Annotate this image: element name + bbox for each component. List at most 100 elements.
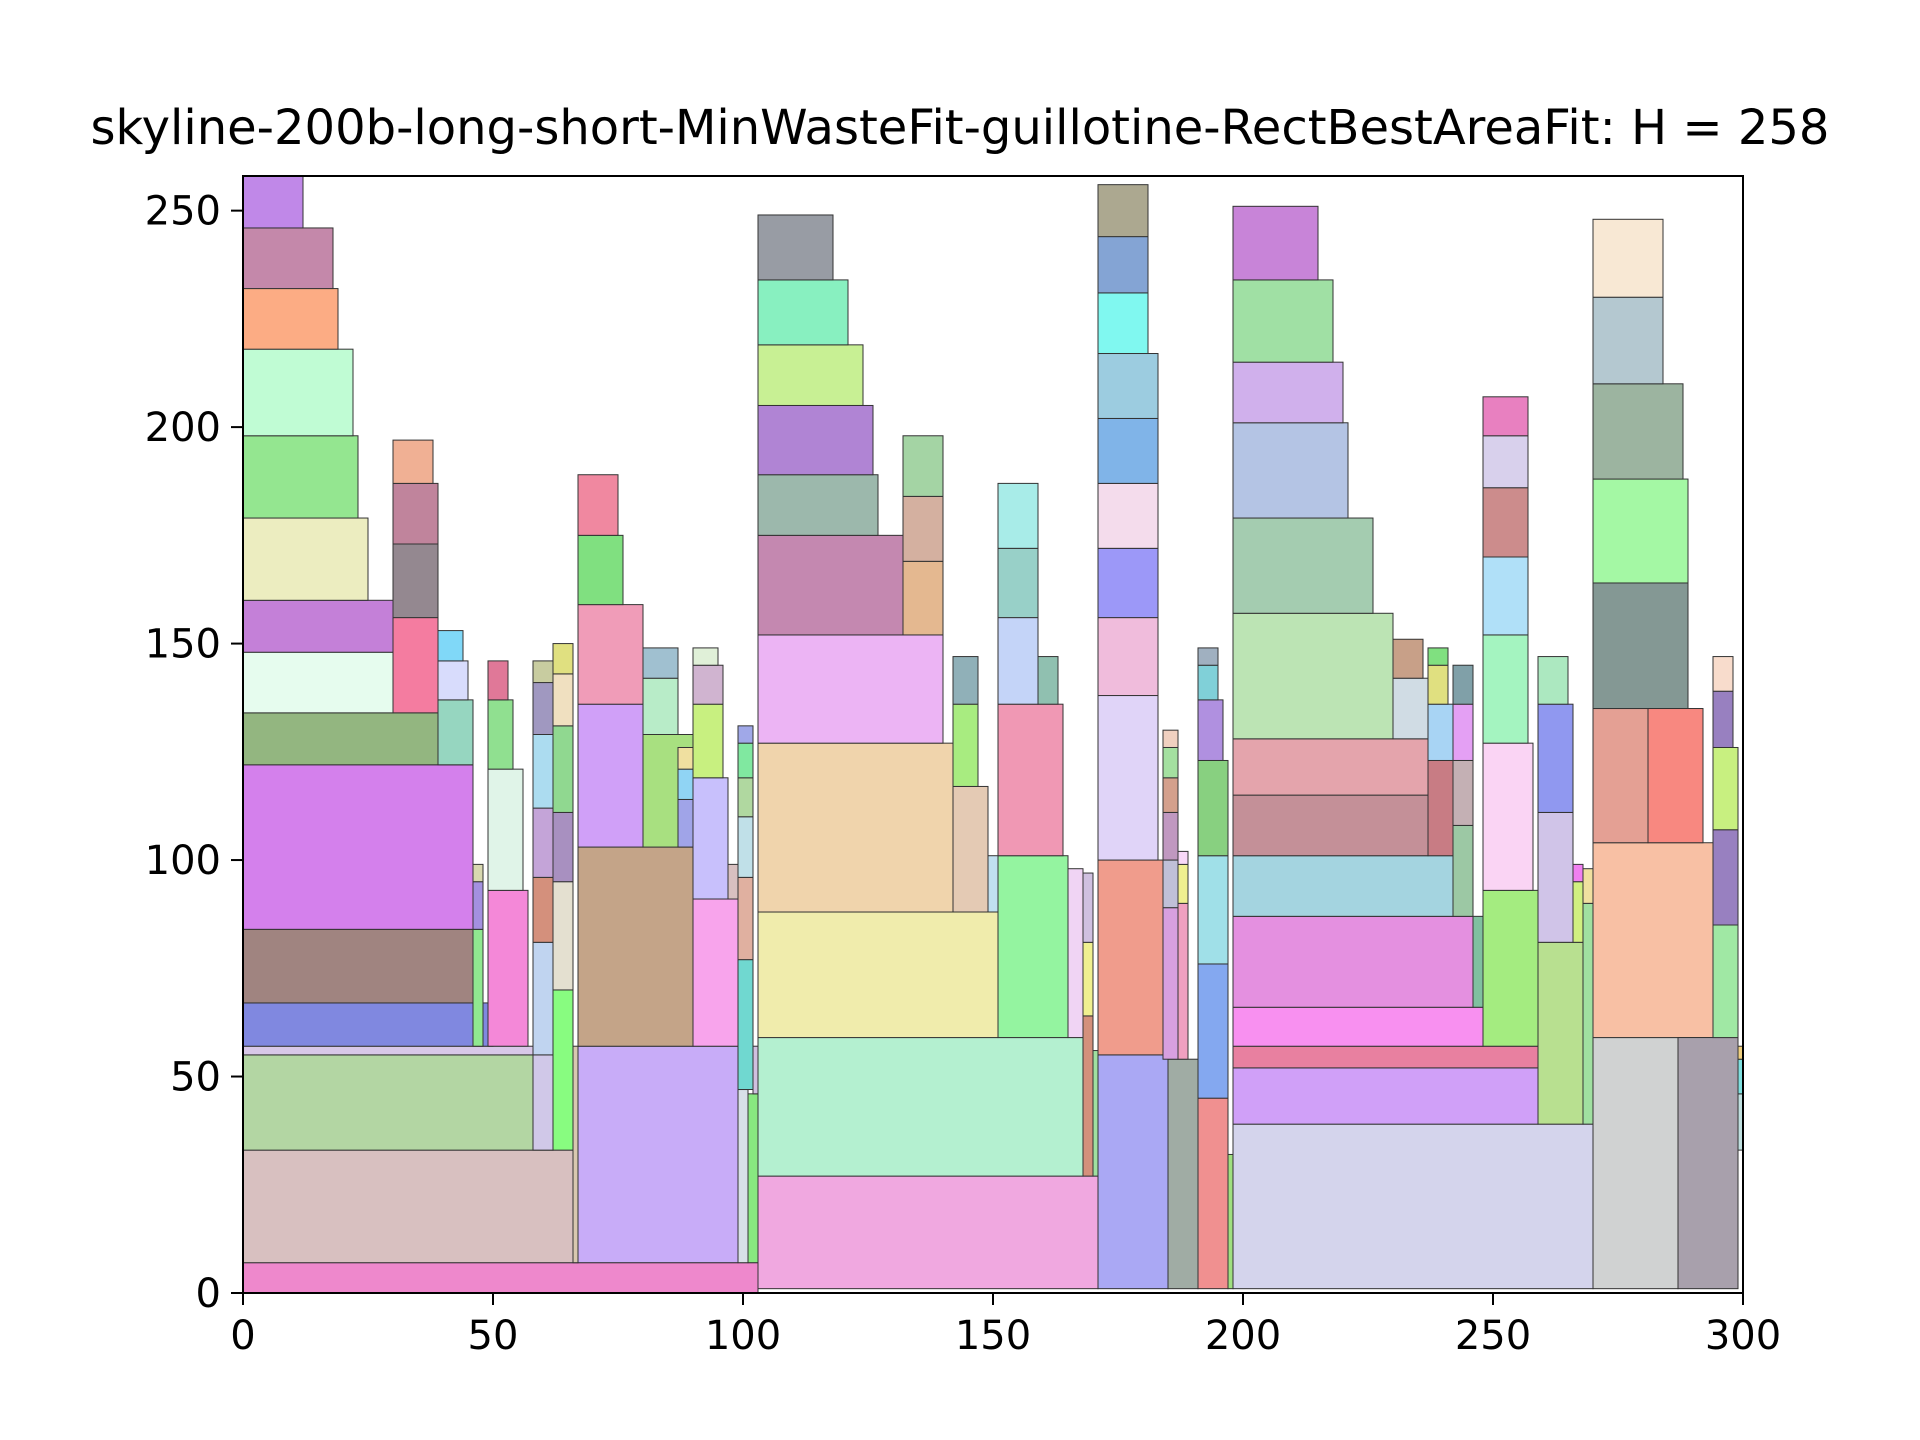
packed-rect (677, 746, 694, 770)
packed-rect (1452, 824, 1474, 917)
packed-rect (1537, 941, 1584, 1125)
packed-rect (902, 435, 944, 497)
packed-rect (532, 1054, 554, 1151)
y-tick-label: 250 (145, 189, 221, 235)
packed-rect (1232, 915, 1474, 1008)
packed-rect (487, 889, 529, 1047)
packed-rect (1082, 872, 1094, 943)
packed-rect (1592, 1037, 1679, 1290)
packed-rect (577, 474, 619, 536)
packed-rect (1232, 794, 1429, 857)
packed-rect (1177, 850, 1189, 865)
packed-rect (997, 547, 1039, 619)
packed-rect (552, 811, 574, 883)
packed-rect (737, 742, 754, 779)
packed-rect (1162, 777, 1179, 813)
packed-rect (1097, 184, 1149, 238)
packed-rect (242, 928, 479, 1004)
packed-rect (757, 634, 944, 744)
packed-rect (1232, 738, 1429, 796)
packed-rect (737, 876, 754, 961)
packed-rect (552, 643, 574, 675)
packed-rect (1092, 1050, 1099, 1177)
packed-rect (987, 855, 999, 913)
packed-rect (997, 482, 1039, 549)
packed-rect (487, 660, 509, 701)
packed-rect (1197, 759, 1229, 857)
packed-rect (902, 495, 944, 562)
x-tick-label: 300 (1705, 1313, 1781, 1359)
packed-rect (552, 673, 574, 727)
packed-rect (1177, 902, 1189, 1060)
packed-rect (692, 647, 719, 666)
packed-rect (997, 855, 1069, 1039)
packed-rect (1082, 1015, 1094, 1177)
packed-rect (1677, 1037, 1739, 1290)
packed-rect (392, 617, 439, 714)
packed-rect (737, 725, 754, 744)
packed-rect (1232, 1006, 1484, 1047)
packed-rect (757, 344, 864, 406)
packed-rect (572, 1045, 579, 1264)
packed-rect (1197, 699, 1224, 761)
packed-rect (1482, 556, 1529, 636)
packed-rect (1097, 695, 1159, 861)
packed-rect (737, 959, 754, 1091)
packed-rect (1097, 292, 1149, 355)
packed-rect (1592, 582, 1689, 710)
packed-rect (1232, 517, 1374, 614)
packed-rect (487, 768, 524, 891)
packed-rect (1197, 855, 1229, 965)
x-tick-label: 100 (705, 1313, 781, 1359)
packed-rect (997, 703, 1064, 857)
packed-rect (242, 435, 359, 519)
packed-rect (1537, 811, 1574, 943)
packed-rect (692, 898, 739, 1047)
packed-rect (577, 604, 644, 705)
packed-rect (1232, 1067, 1539, 1125)
packed-rect (1572, 881, 1584, 943)
y-tick-label: 150 (145, 622, 221, 668)
packed-rect (1232, 205, 1319, 281)
packed-rect (1082, 941, 1094, 1017)
packed-rect (692, 703, 724, 779)
packed-rect (677, 768, 694, 800)
packed-rect (1232, 1123, 1594, 1290)
packed-rect (1162, 729, 1179, 748)
y-tick-label: 0 (196, 1271, 221, 1317)
x-tick-label: 200 (1205, 1313, 1281, 1359)
packed-rect (1712, 746, 1739, 831)
packed-rect (952, 785, 989, 913)
packed-rect (677, 798, 694, 848)
packed-rect (577, 703, 644, 848)
packed-rect (487, 699, 514, 770)
packed-rect (1647, 708, 1704, 844)
packed-rect (1197, 1097, 1229, 1290)
packed-rect (997, 617, 1039, 705)
packed-rect (472, 863, 484, 883)
packed-rect (1427, 759, 1454, 857)
packed-rect (577, 846, 694, 1047)
packed-rect (1097, 547, 1159, 619)
packed-rect (1452, 759, 1474, 826)
packed-rect (1167, 1058, 1199, 1290)
packed-rect (1537, 656, 1569, 705)
packed-rect (1232, 422, 1349, 519)
packed-rect (437, 660, 469, 701)
packed-rect (437, 699, 474, 766)
packed-rect (472, 928, 484, 1047)
packed-rect (1427, 703, 1454, 761)
packed-rect (1482, 634, 1529, 744)
packed-rect (1592, 478, 1689, 584)
packed-rect (1097, 482, 1159, 549)
packed-rect (1232, 361, 1344, 424)
packed-rect (242, 1149, 579, 1264)
y-tick-label: 200 (145, 405, 221, 451)
packed-rect (952, 703, 979, 787)
packed-rect (437, 630, 464, 662)
packed-rect (1472, 915, 1484, 1008)
packed-rect (692, 777, 729, 900)
chart-title: skyline-200b-long-short-MinWasteFit-guil… (90, 100, 1830, 156)
x-tick-label: 0 (230, 1313, 255, 1359)
